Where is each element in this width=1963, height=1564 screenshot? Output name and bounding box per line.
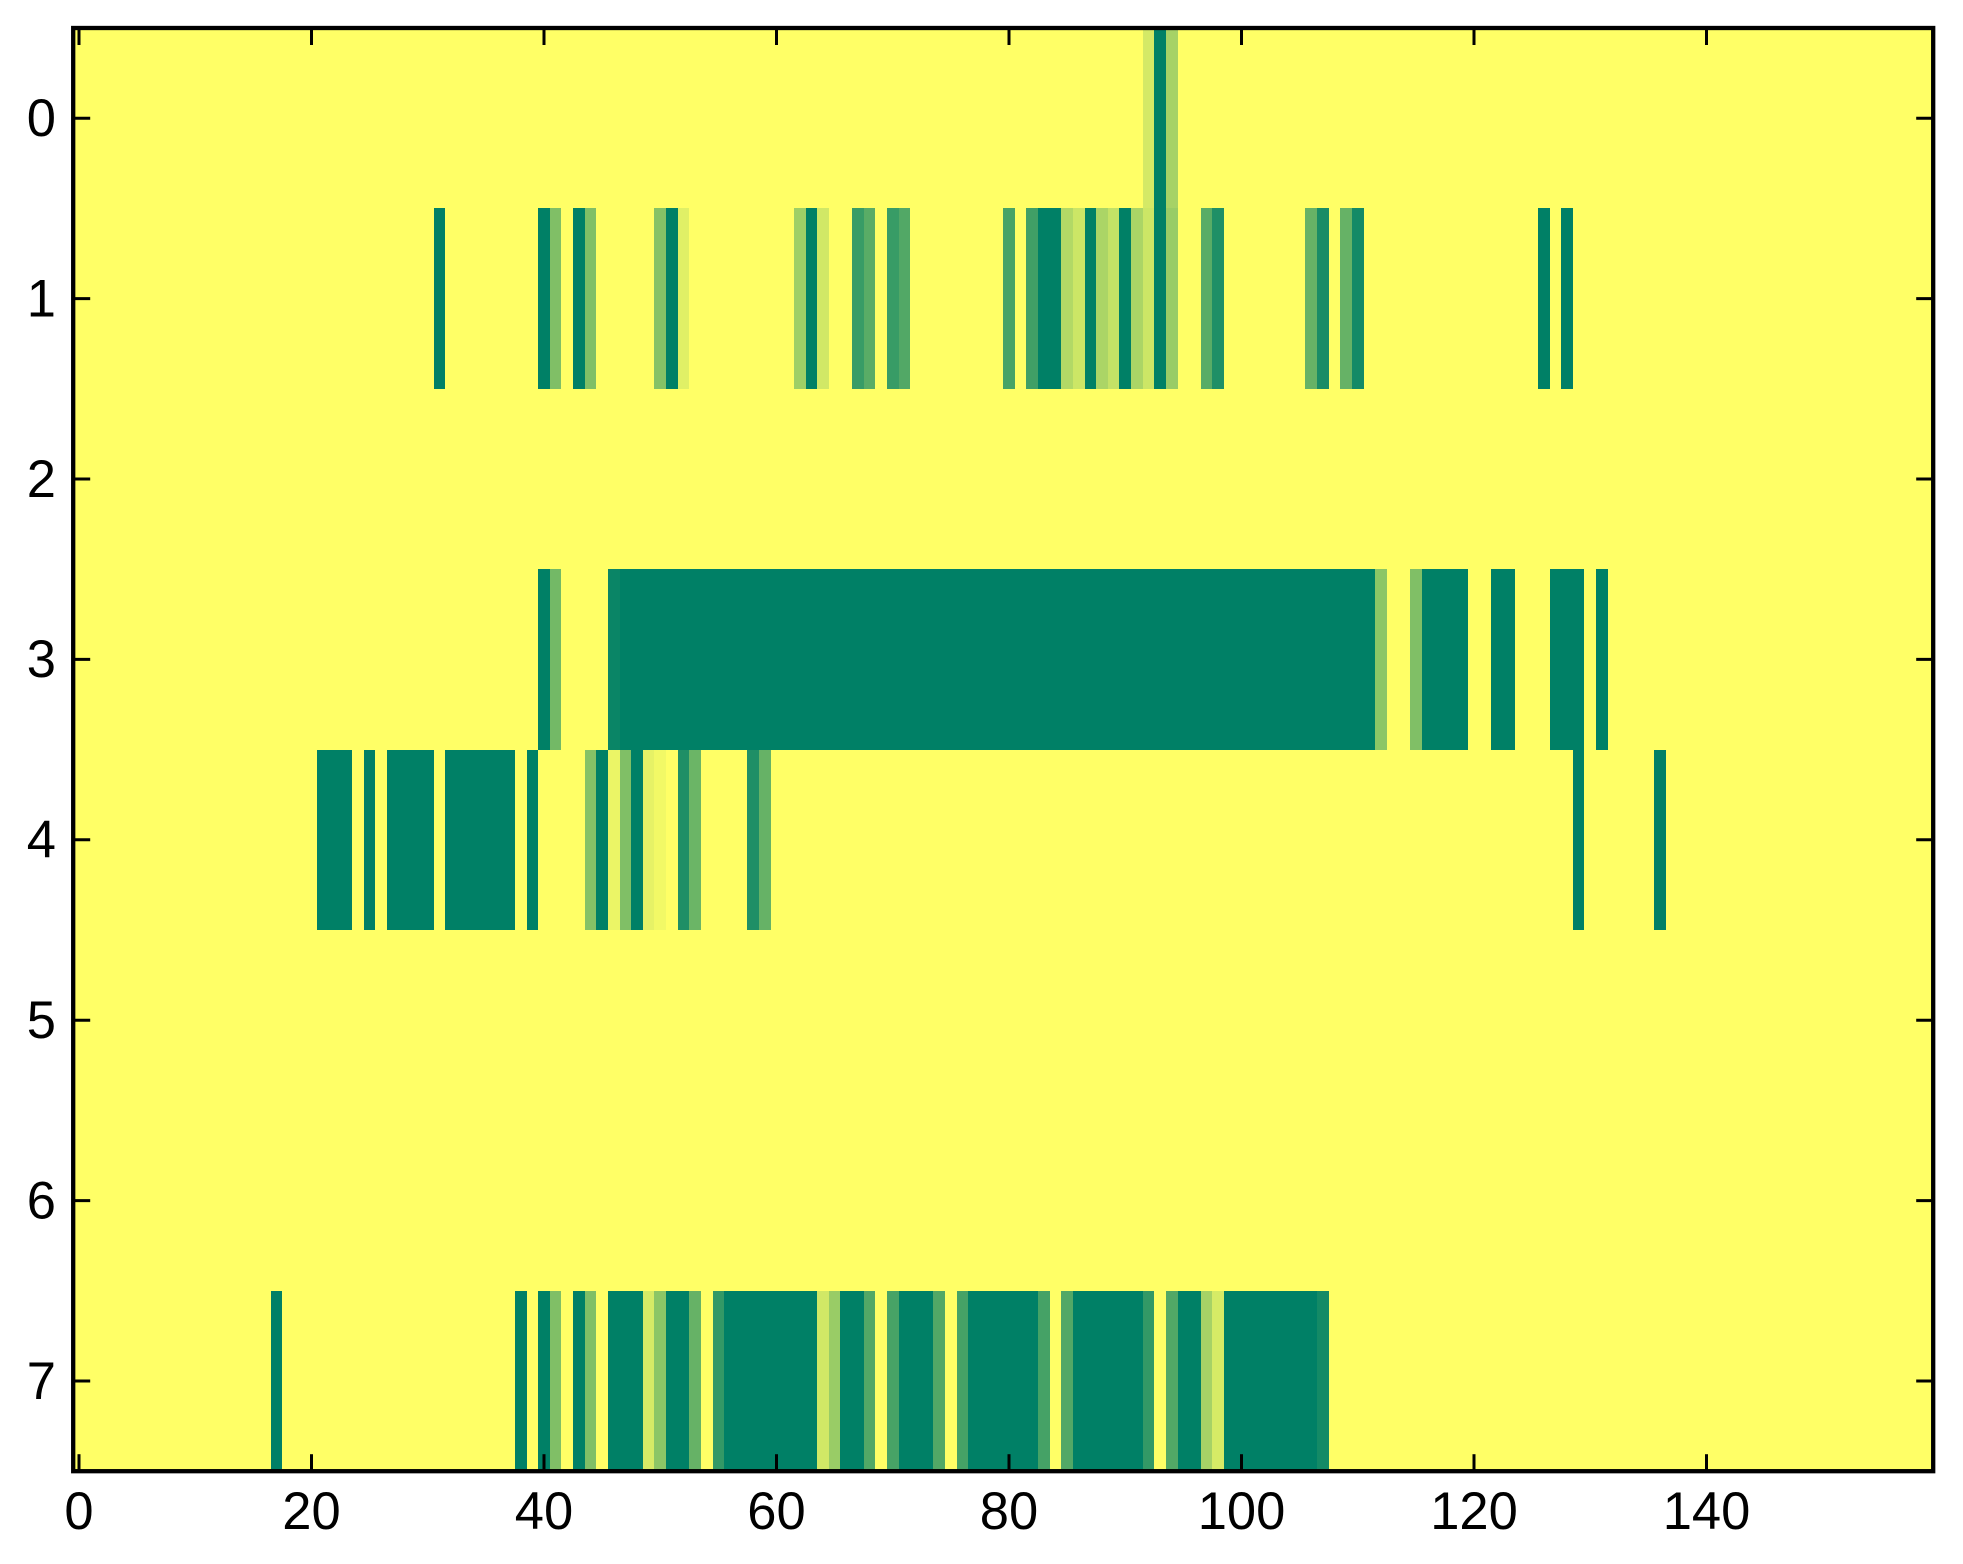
- svg-text:5: 5: [27, 991, 56, 1050]
- svg-text:4: 4: [27, 811, 56, 870]
- svg-text:80: 80: [980, 1482, 1038, 1541]
- svg-text:120: 120: [1430, 1482, 1518, 1541]
- svg-text:40: 40: [515, 1482, 573, 1541]
- svg-text:140: 140: [1663, 1482, 1751, 1541]
- svg-text:20: 20: [282, 1482, 340, 1541]
- svg-text:100: 100: [1198, 1482, 1286, 1541]
- svg-text:0: 0: [64, 1482, 93, 1541]
- svg-text:1: 1: [27, 269, 56, 328]
- svg-text:6: 6: [27, 1171, 56, 1230]
- svg-text:3: 3: [27, 630, 56, 689]
- svg-text:2: 2: [27, 450, 56, 509]
- svg-text:0: 0: [27, 89, 56, 148]
- svg-text:7: 7: [27, 1352, 56, 1411]
- svg-text:60: 60: [747, 1482, 805, 1541]
